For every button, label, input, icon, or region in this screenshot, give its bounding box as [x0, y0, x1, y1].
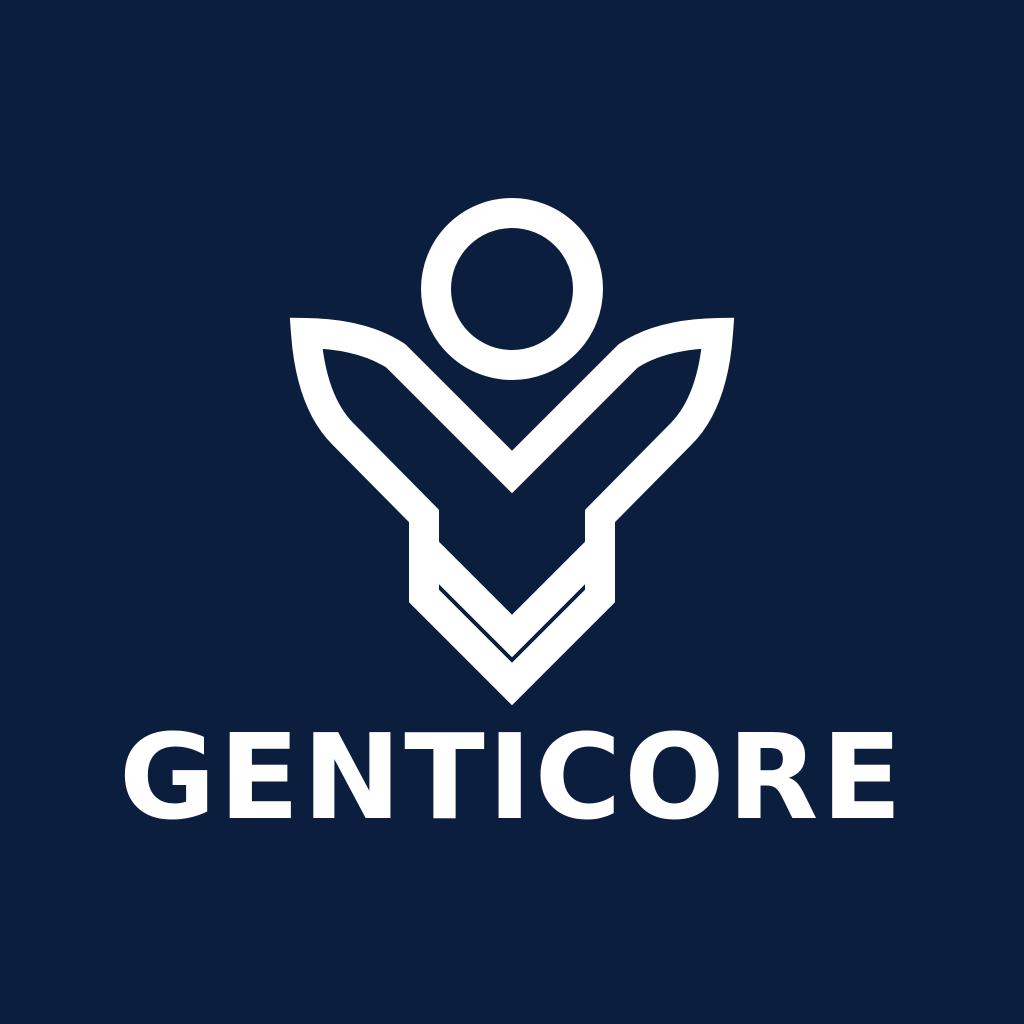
- logo-head: [421, 198, 603, 380]
- brand-wordmark: GENTICORE: [119, 708, 905, 846]
- logo-inner-chevron: [417, 541, 607, 658]
- logo-wings: [289, 317, 735, 706]
